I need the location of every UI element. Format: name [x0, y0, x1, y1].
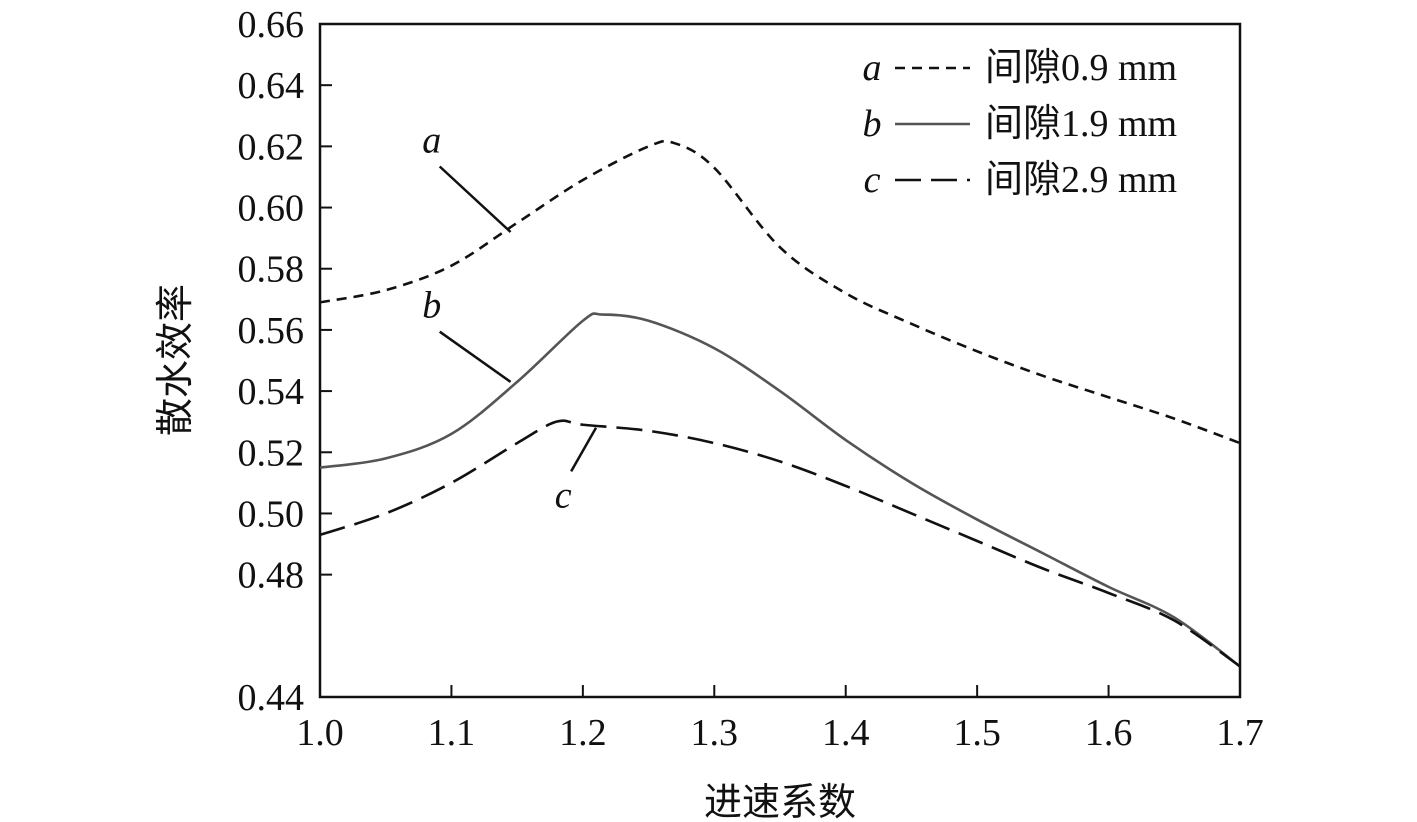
x-tick-label: 1.3 [691, 712, 739, 754]
y-tick-label: 0.60 [238, 188, 305, 230]
plot-frame [318, 22, 1242, 699]
series-line-c [319, 419, 1241, 668]
annotation-label: c [555, 474, 572, 516]
x-tick-label: 1.0 [296, 712, 344, 754]
y-tick-label: 0.62 [238, 126, 305, 168]
annotation-leader [438, 165, 512, 233]
annotation-label: a [422, 119, 441, 161]
y-axis-title: 散水效率 [155, 284, 197, 436]
legend-label: 间隙1.9 mm [985, 103, 1177, 145]
y-axis: 0.44 0.48 0.50 0.52 0.54 0.56 0.58 0.60 0.62 0.64… [238, 4, 332, 719]
annotation-leader [570, 427, 598, 472]
y-tick-label: 0.44 [238, 677, 305, 719]
series-layer [319, 139, 1241, 668]
series-line-a [319, 139, 1241, 445]
x-axis: 1.0 1.1 1.2 1.3 1.4 1.5 1.6 1.7 [296, 685, 1264, 754]
y-tick-label: 0.52 [238, 432, 305, 474]
y-tick-label: 0.50 [238, 493, 305, 535]
annotation-label: b [422, 285, 441, 327]
y-tick-label: 0.58 [238, 249, 305, 291]
x-tick-label: 1.2 [559, 712, 607, 754]
x-tick-label: 1.4 [822, 712, 870, 754]
x-tick-label: 1.6 [1085, 712, 1133, 754]
legend-letter: b [863, 103, 882, 145]
y-tick-label: 0.56 [238, 310, 305, 352]
annotation-layer: a b c [422, 119, 598, 516]
series-line-b [319, 312, 1241, 668]
legend-letter: a [863, 47, 882, 89]
x-tick-label: 1.7 [1216, 712, 1264, 754]
x-tick-label: 1.5 [953, 712, 1001, 754]
legend-label: 间隙2.9 mm [985, 159, 1177, 201]
legend: a 间隙0.9 mm b 间隙1.9 mm c 间隙2.9 mm [863, 47, 1178, 201]
y-tick-label: 0.66 [238, 4, 305, 46]
y-tick-label: 0.64 [238, 65, 305, 107]
legend-label: 间隙0.9 mm [985, 47, 1177, 89]
x-tick-label: 1.1 [428, 712, 476, 754]
annotation-leader [438, 330, 512, 383]
y-tick-label: 0.48 [238, 555, 305, 597]
x-axis-title: 进速系数 [704, 782, 856, 822]
legend-letter: c [864, 159, 881, 201]
y-tick-label: 0.54 [238, 371, 305, 413]
